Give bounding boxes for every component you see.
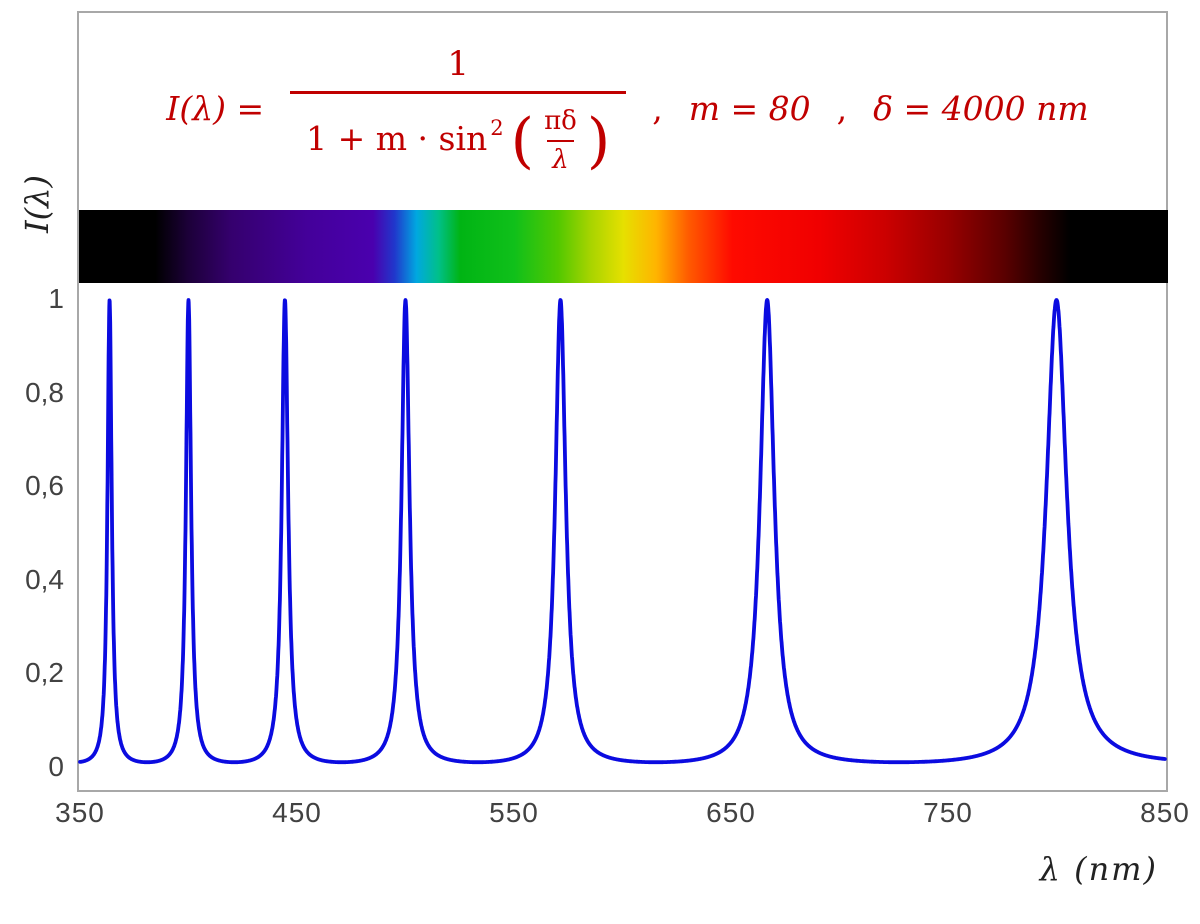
- formula: I(λ) = 1 1 + m · sin 2 ( πδ λ ) , m = 80 …: [90, 28, 1165, 188]
- y-axis-title: I(λ): [18, 175, 56, 233]
- spectrum-bar: [79, 210, 1168, 283]
- formula-numerator: 1: [447, 43, 470, 84]
- y-tick-label: 0: [48, 751, 64, 782]
- y-tick-label: 0,4: [25, 563, 64, 595]
- formula-denom-exponent: 2: [490, 116, 504, 140]
- x-tick-label: 550: [489, 797, 539, 828]
- inner-fraction: πδ λ: [539, 106, 582, 175]
- x-tick-label: 650: [706, 797, 756, 828]
- x-tick-label: 450: [272, 797, 322, 828]
- formula-comma-2: ,: [836, 88, 848, 128]
- formula-lhs: I(λ) =: [166, 88, 265, 128]
- inner-denominator: λ: [547, 139, 574, 175]
- formula-denominator: 1 + m · sin 2 ( πδ λ ): [290, 90, 627, 175]
- x-tick-labels: 350 450 550 650 750 850: [0, 797, 1200, 833]
- x-tick-label: 750: [923, 797, 973, 828]
- y-tick-label: 0,2: [25, 657, 64, 689]
- formula-param-m: m = 80: [688, 88, 811, 128]
- x-tick-label: 350: [55, 797, 105, 828]
- inner-numerator: πδ: [544, 105, 577, 136]
- formula-comma-1: ,: [652, 88, 663, 128]
- y-tick-label: 0,8: [25, 376, 64, 408]
- formula-param-delta: δ = 4000 nm: [873, 88, 1089, 128]
- y-tick-label: 1: [48, 283, 64, 314]
- y-tick-labels: 0 0,2 0,4 0,6 0,8 1: [2, 0, 66, 924]
- x-tick-label: 850: [1140, 797, 1190, 828]
- x-axis-title: λ (nm): [1039, 850, 1158, 888]
- formula-denom-prefix: 1 + m · sin: [306, 118, 488, 158]
- y-tick-label: 0,6: [25, 470, 64, 502]
- formula-fraction: 1 1 + m · sin 2 ( πδ λ ): [290, 43, 627, 175]
